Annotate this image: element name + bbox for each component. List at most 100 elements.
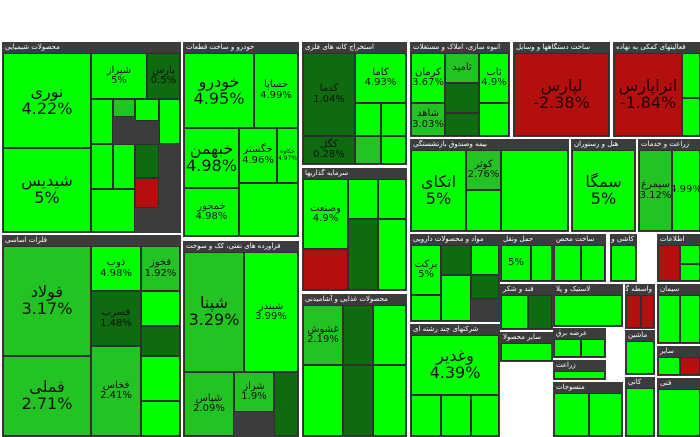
stock-symbol: شپنا: [200, 293, 228, 313]
stock-tile: کدما 1.04%: [303, 53, 355, 136]
stock-change: -2.38%: [533, 92, 590, 112]
stock-tile: شبندر 3.99%: [244, 252, 298, 372]
stock-tile: [91, 144, 113, 189]
stock-tile: [239, 183, 298, 236]
stock-change: 4.99%: [673, 184, 700, 196]
stock-symbol: فملی: [29, 377, 65, 397]
stock-tile: [658, 245, 680, 281]
stock-change: 4.98%: [100, 267, 132, 279]
stock-tile: [680, 245, 700, 264]
sector-block: کانی: [625, 377, 655, 437]
sector-block: منسوجات: [553, 382, 623, 437]
stock-change: 3.17%: [21, 299, 73, 318]
sector-title: سرمایه گذاریها: [305, 169, 349, 177]
sector-title: هتل و رستوران: [574, 140, 619, 148]
sector-block: سایر محصولا: [500, 332, 553, 362]
stock-tile: فخوز 1.92%: [141, 246, 180, 291]
stock-tile: [113, 144, 135, 189]
stock-tile: [141, 326, 180, 356]
sector-block: سرمایه گذاریها وصنعت 4.9%: [302, 168, 407, 291]
stock-symbol: کدما: [319, 83, 339, 94]
stock-tile: [471, 275, 499, 299]
stock-tile: شیراز 5%: [91, 53, 147, 99]
sector-block: شرکتهای چند رشته ای وغدیر 4.39%: [410, 324, 500, 437]
sector-block: هتل و رستوران سمگا 5%: [571, 139, 636, 232]
stock-change: 3.12%: [639, 189, 672, 201]
stock-tile: [135, 144, 159, 178]
sector-title: کانی: [628, 378, 642, 386]
stock-change: 5%: [34, 188, 60, 207]
stock-tile: [141, 356, 180, 401]
sector-title: سایر: [660, 347, 674, 355]
sector-title: عرضه برق: [556, 329, 588, 337]
sector-title: زراعت و خدمات: [641, 140, 690, 148]
stock-symbol: خمحور: [197, 200, 226, 212]
stock-tile: [554, 393, 589, 436]
stock-tile: کوثر 2.76%: [466, 150, 501, 190]
stock-change: 4.9%: [312, 213, 339, 224]
stock-tile: [554, 371, 605, 379]
stock-symbol: لپارس: [540, 75, 583, 95]
stock-tile: [303, 249, 348, 290]
stock-tile: [159, 99, 180, 144]
stock-change: -1.84%: [619, 92, 677, 112]
stock-change: 5%: [111, 75, 127, 86]
stock-tile: [682, 53, 700, 98]
stock-tile: خمحور 4.98%: [184, 188, 239, 236]
stock-tile: [411, 295, 441, 321]
stock-symbol: فولاد: [30, 282, 64, 302]
stock-symbol: شاهد: [417, 108, 439, 119]
stock-symbol: خکاوه: [280, 148, 295, 156]
stock-tile: [682, 98, 700, 136]
stock-tile: [626, 341, 654, 374]
stock-change: 5%: [418, 269, 434, 280]
stock-tile: [554, 339, 581, 357]
stock-symbol: پارس: [152, 64, 175, 76]
sector-block: مواد و محصولات دارویی برکت 5%: [410, 234, 500, 322]
stock-tile: [355, 136, 381, 164]
stock-change: 4.39%: [429, 363, 481, 382]
stock-tile: [471, 395, 499, 436]
sector-block: لاستیک و پلا: [553, 284, 623, 327]
stock-tile: [581, 339, 605, 357]
stock-tile: سمگا 5%: [572, 150, 635, 231]
stock-tile: شراز 1.9%: [234, 372, 274, 412]
stock-change: 2.71%: [21, 394, 73, 413]
stock-change: 5%: [508, 256, 524, 268]
stock-tile: وصنعت 4.9%: [303, 179, 348, 249]
stock-tile: [501, 150, 568, 231]
sector-block: واسطه گری: [625, 284, 655, 329]
stock-change: 1.92%: [144, 267, 177, 279]
stock-change: 2.41%: [100, 390, 132, 401]
sector-title: مواد و محصولات دارویی: [413, 235, 484, 243]
stock-symbol: ثامید: [452, 61, 472, 73]
stock-change: 1.9%: [241, 391, 267, 402]
stock-symbol: خگستر: [243, 144, 273, 155]
sector-title: شرکتهای چند رشته ای: [413, 325, 479, 333]
stock-symbol: کوثر: [474, 158, 493, 170]
stock-tile: [373, 305, 406, 365]
sector-block: استخراج کانه های فلزی کدما 1.04% کاما 4.93% ک…: [302, 42, 407, 165]
sector-block: محصولات شیمیایینوری4.22%شیدیس5%شیراز5%آر…: [2, 42, 181, 233]
stock-tile: [348, 179, 378, 219]
stock-symbol: شبندر: [258, 300, 284, 312]
stock-tile: خگستر 4.96%: [239, 128, 277, 183]
sector-block: ساخت دستگاهها و وسایل لپارس -2.38%: [513, 42, 610, 137]
sector-block: فراورده های نفتی، کک و سوخت شپنا 3.29% شبند…: [183, 241, 299, 437]
stock-change: 3.03%: [412, 118, 444, 130]
stock-tile: فملی 2.71%: [3, 356, 91, 436]
sector-title: سایر محصولا: [503, 333, 541, 341]
stock-tile: شپاس 2.09%: [184, 372, 234, 436]
stock-symbol: ذوب: [106, 257, 126, 268]
stock-tile: [135, 178, 159, 208]
stock-tile: [626, 295, 641, 328]
sector-block: قند و شکر: [500, 284, 553, 330]
stock-symbol: نوری: [30, 81, 64, 101]
stock-change: 1.04%: [313, 93, 345, 105]
stock-change: 2.19%: [307, 334, 339, 345]
stock-tile: [658, 357, 680, 375]
stock-tile: [445, 113, 479, 136]
stock-tile: شیدیس 5%: [3, 148, 91, 232]
stock-tile: [658, 295, 680, 343]
stock-tile: خکاوه 4.97%: [277, 128, 298, 183]
